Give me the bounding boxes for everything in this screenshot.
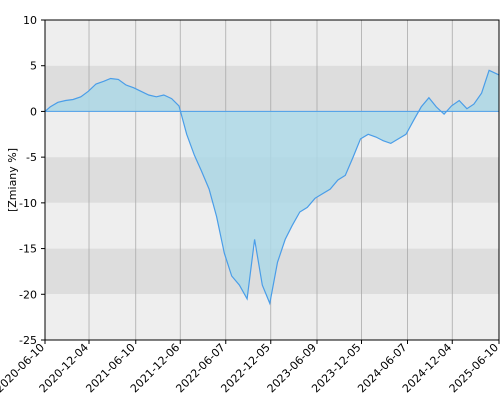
y-tick-label: -5 [26,151,37,164]
y-tick-label: -20 [19,288,37,301]
plot-border [44,19,500,341]
x-tick-label: 2025-06-10 [447,341,500,395]
series-line [44,69,500,306]
y-tick-label: 0 [30,105,37,118]
y-axis-ticks: 10 5 0 -5 -10 -15 -20 -25 [19,14,45,347]
y-axis-title: [Zmiany %] [6,148,19,212]
y-tick-label: -15 [19,243,37,256]
plot-frame [44,19,500,341]
y-tick-label: -10 [19,197,37,210]
y-tick-label: -25 [19,334,37,347]
series-area-fill [45,70,499,304]
area-series [44,69,500,306]
y-tick-label: 10 [23,14,37,27]
background-band [45,20,499,66]
background-band [45,294,499,340]
x-axis-ticks: 2020-06-102020-12-042021-06-102021-12-06… [0,340,500,395]
y-tick-label: 5 [30,60,37,73]
